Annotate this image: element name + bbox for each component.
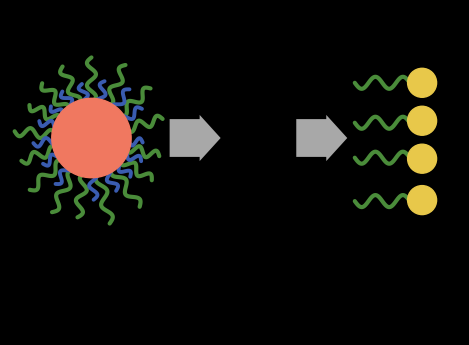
Circle shape [408, 68, 437, 97]
Circle shape [408, 144, 437, 173]
Polygon shape [170, 115, 220, 161]
Circle shape [408, 106, 437, 135]
Polygon shape [296, 115, 347, 161]
Circle shape [408, 186, 437, 215]
Circle shape [52, 98, 131, 178]
